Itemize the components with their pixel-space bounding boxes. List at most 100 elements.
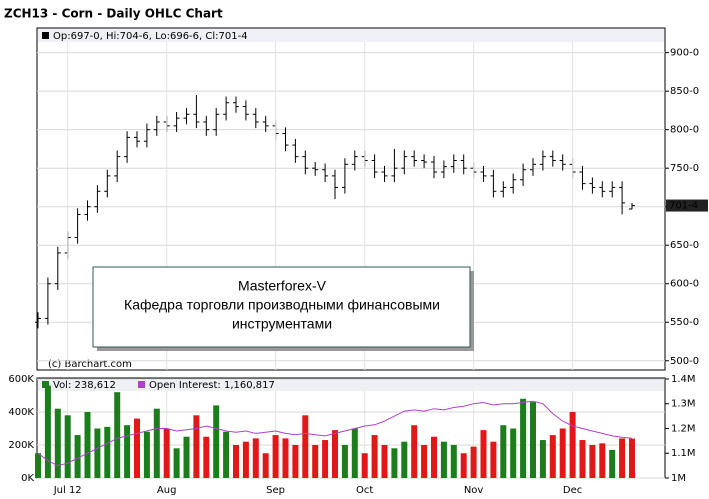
volume-legend: Vol: 238,612 [53, 380, 116, 391]
volume-bar [35, 453, 41, 478]
volume-bar [361, 453, 368, 478]
volume-bar [431, 436, 437, 478]
x-tick-label: Aug [157, 485, 177, 496]
volume-bar [401, 441, 408, 478]
volume-bar [510, 428, 517, 478]
volume-bar [173, 448, 180, 478]
volume-bar [391, 448, 398, 478]
volume-bar [272, 435, 279, 478]
volume-bar [242, 441, 249, 478]
y-tick-label: 650-0 [670, 240, 699, 251]
legend-swatch [138, 381, 145, 388]
volume-bar [262, 453, 269, 478]
volume-bar [223, 431, 230, 478]
last-price-tag [666, 199, 708, 212]
annotation-line: Masterforex-V [238, 278, 327, 294]
y-tick-label: 500-0 [670, 356, 699, 367]
volume-bar [302, 415, 309, 478]
volume-bar [539, 440, 546, 478]
y-tick-label: 400K [8, 407, 34, 418]
volume-bar [470, 446, 477, 478]
volume-bar [134, 418, 140, 478]
volume-bar [233, 444, 239, 478]
volume-bar [282, 438, 289, 478]
y-tick-label: 750-0 [670, 163, 699, 174]
y2-tick-label: 1M [671, 473, 686, 484]
price-legend-bar [38, 29, 664, 42]
volume-bar [500, 425, 507, 478]
volume-bar [371, 435, 378, 478]
volume-bar [341, 444, 348, 478]
volume-bar [292, 444, 299, 478]
open-interest-line [37, 400, 633, 467]
volume-bar [84, 411, 91, 478]
legend-swatch [42, 32, 49, 39]
volume-bar [619, 438, 626, 478]
x-tick-label: Dec [563, 485, 582, 496]
legend-swatch [42, 381, 49, 388]
volume-bar [440, 441, 447, 478]
volume-bar [124, 425, 131, 478]
annotation-line: инструментами [232, 316, 332, 332]
y2-tick-label: 1.1M [671, 448, 696, 459]
volume-bar [530, 402, 536, 478]
volume-bar [559, 428, 566, 478]
volume-bar [183, 436, 190, 478]
volume-bar [549, 435, 556, 478]
x-tick-label: Nov [464, 485, 484, 496]
volume-legend-bar [38, 379, 664, 391]
volume-bar [480, 430, 487, 478]
y-tick-label: 800-0 [670, 125, 699, 136]
volume-bar [193, 415, 200, 478]
oi-legend: Open Interest: 1,160,817 [149, 380, 275, 391]
volume-bar [153, 408, 160, 478]
volume-bar [351, 428, 358, 478]
volume-bar [490, 441, 497, 478]
credit: (c) Barchart.com [48, 359, 132, 370]
chart-title: ZCH13 - Corn - Daily OHLC Chart [4, 7, 223, 21]
volume-bar [322, 440, 329, 478]
y2-tick-label: 1.3M [671, 399, 696, 410]
y2-tick-label: 1.4M [671, 374, 696, 385]
annotation-box [92, 266, 471, 348]
y-tick-label: 200K [8, 440, 34, 451]
volume-bar [252, 438, 259, 478]
volume-bar [599, 443, 606, 478]
volume-bar [203, 436, 210, 478]
volume-bar [520, 398, 527, 478]
volume-bar [94, 428, 101, 478]
x-tick-label: Jul 12 [53, 485, 82, 496]
y-tick-label: 550-0 [670, 317, 699, 328]
volume-bar [312, 444, 319, 478]
volume-bar [381, 444, 388, 478]
volume-bar [143, 431, 150, 478]
volume-bar [163, 428, 170, 478]
last-price-label: 701-4 [669, 201, 698, 212]
x-tick-label: Oct [356, 485, 373, 496]
volume-bar [104, 426, 111, 478]
volume-bar [629, 438, 635, 478]
annotation-line: Кафедра торговли производными финансовым… [124, 297, 440, 313]
price-legend: Op:697-0, Hi:704-6, Lo:696-6, Cl:701-4 [53, 31, 248, 42]
volume-bar [609, 449, 616, 478]
y-tick-label: 850-0 [670, 86, 699, 97]
volume-bar [44, 385, 51, 478]
y-tick-label: 600-0 [670, 279, 699, 290]
volume-bar [411, 425, 418, 478]
volume-bar [460, 453, 467, 478]
volume-bar [421, 444, 428, 478]
y-tick-label: 900-0 [670, 48, 699, 59]
volume-bar [114, 392, 121, 478]
volume-bar [569, 411, 576, 478]
x-tick-label: Sep [266, 485, 285, 496]
volume-bar [74, 435, 81, 478]
y-tick-label: 600K [8, 374, 34, 385]
volume-bar [589, 444, 596, 478]
volume-bar [213, 405, 220, 478]
volume-bar [579, 440, 586, 478]
y-tick-label: 0K [21, 473, 34, 484]
volume-bar [332, 430, 338, 478]
volume-bar [64, 415, 71, 478]
volume-bar [54, 408, 61, 478]
